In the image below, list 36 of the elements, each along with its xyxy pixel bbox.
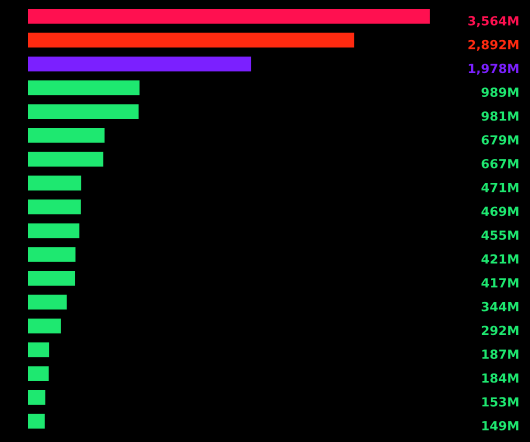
data-label: 469M — [481, 206, 518, 216]
data-label: 455M — [481, 230, 518, 240]
data-label: 981M — [482, 111, 518, 121]
bar — [28, 390, 46, 405]
data-label: 989M — [482, 88, 518, 97]
bar — [28, 80, 140, 96]
bar — [28, 318, 61, 334]
bar — [28, 247, 76, 262]
bar — [28, 414, 45, 429]
data-label: 187M — [482, 350, 518, 359]
data-label: 153M — [482, 397, 518, 407]
data-label: 417M — [481, 278, 518, 288]
bar — [28, 152, 104, 167]
data-label: 2,892M — [468, 40, 518, 51]
bar — [28, 223, 80, 238]
bar — [28, 56, 252, 72]
bar — [28, 128, 105, 143]
data-label: 679M — [482, 135, 518, 145]
data-label: 184M — [482, 373, 518, 383]
bar — [28, 366, 49, 381]
data-label: 1,978M — [468, 64, 518, 75]
data-label: 149M — [482, 420, 518, 430]
data-label: 471M — [481, 182, 518, 192]
bar — [28, 8, 430, 24]
data-label: 421M — [481, 254, 518, 264]
bar — [28, 32, 354, 48]
data-label: 3,564M — [468, 16, 518, 28]
bar — [28, 104, 139, 119]
bar — [28, 199, 81, 214]
data-label: 344M — [482, 302, 518, 312]
data-label: 292M — [482, 326, 518, 336]
bar — [28, 270, 76, 286]
bar — [28, 342, 50, 358]
bar — [28, 294, 67, 310]
bar — [28, 176, 82, 190]
data-label: 667M — [482, 158, 518, 168]
